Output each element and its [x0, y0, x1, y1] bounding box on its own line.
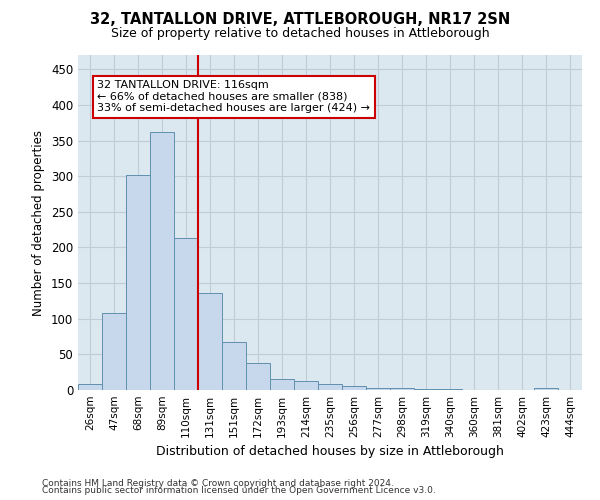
Bar	[342, 386, 366, 390]
Bar	[126, 176, 150, 390]
Bar	[318, 384, 342, 390]
Bar	[222, 342, 246, 390]
Text: Contains HM Land Registry data © Crown copyright and database right 2024.: Contains HM Land Registry data © Crown c…	[42, 478, 394, 488]
Text: 32 TANTALLON DRIVE: 116sqm
← 66% of detached houses are smaller (838)
33% of sem: 32 TANTALLON DRIVE: 116sqm ← 66% of deta…	[97, 80, 370, 113]
Bar	[198, 293, 222, 390]
Bar	[294, 382, 318, 390]
Bar	[390, 388, 414, 390]
Bar	[534, 388, 558, 390]
Text: Contains public sector information licensed under the Open Government Licence v3: Contains public sector information licen…	[42, 486, 436, 495]
Y-axis label: Number of detached properties: Number of detached properties	[32, 130, 46, 316]
Text: Size of property relative to detached houses in Attleborough: Size of property relative to detached ho…	[110, 28, 490, 40]
Text: 32, TANTALLON DRIVE, ATTLEBOROUGH, NR17 2SN: 32, TANTALLON DRIVE, ATTLEBOROUGH, NR17 …	[90, 12, 510, 28]
Bar	[414, 388, 438, 390]
Bar	[78, 384, 102, 390]
Bar	[270, 380, 294, 390]
Bar	[150, 132, 174, 390]
Bar	[246, 363, 270, 390]
Bar	[366, 388, 390, 390]
X-axis label: Distribution of detached houses by size in Attleborough: Distribution of detached houses by size …	[156, 446, 504, 458]
Bar	[174, 238, 198, 390]
Bar	[102, 313, 126, 390]
